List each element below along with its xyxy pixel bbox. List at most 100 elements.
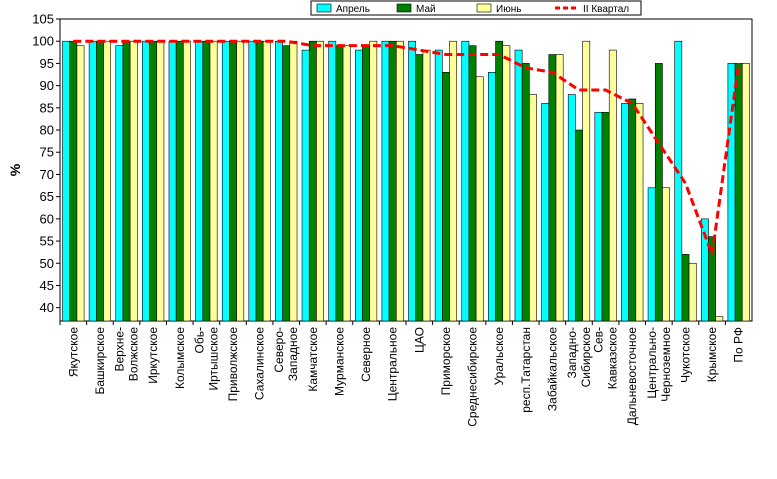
y-tick-label: 65 <box>40 189 54 204</box>
x-tick-label: Мурманское <box>332 327 346 396</box>
bar-Июнь-Башкирское <box>103 40 112 322</box>
line-II Квартал <box>73 39 741 255</box>
y-tick-label: 90 <box>40 78 54 93</box>
y-tick-label: 100 <box>32 34 54 49</box>
x-tick-label: Среднесибирское <box>466 327 480 427</box>
bar-Апрель-Башкирское <box>88 40 97 322</box>
bar-Май-Башкирское <box>96 40 104 322</box>
bar-Июнь-Обь-Иртышское <box>209 40 218 322</box>
bar-Май-Северное <box>362 45 370 322</box>
bar-Май-Центрально-Черноземное <box>654 63 663 322</box>
bar-Июнь-Крымское <box>715 316 724 322</box>
quarter-line-layer <box>73 39 741 255</box>
bar-Май-респ.Татарстан <box>521 63 530 322</box>
bar-Июнь-Колымское <box>183 40 191 322</box>
bar-Июнь-Чукотское <box>688 262 697 322</box>
legend-swatch-Июнь <box>476 3 492 13</box>
x-tick-label: Уральское <box>492 327 506 386</box>
y-tick-label: 55 <box>40 234 54 249</box>
y-tick-label: 85 <box>40 100 54 115</box>
bar-Июнь-Среднесибирское <box>475 76 484 322</box>
x-tick-label: Северо- <box>272 327 286 373</box>
bar-Май-Крымское <box>708 236 716 322</box>
bar-Июнь-Центральное <box>395 40 404 322</box>
bar-Апрель-Мурманское <box>328 40 337 322</box>
legend-label-Май: Май <box>416 4 436 15</box>
y-axis: 40 45 50 55 60 65 70 75 80 85 90 95 100 105 <box>32 12 60 315</box>
bar-Май-Мурманское <box>335 45 344 322</box>
bar-Июнь-Забайкальское <box>555 54 564 322</box>
bar-Апрель-Северное <box>354 49 363 322</box>
y-tick-label: 60 <box>40 211 54 226</box>
bar-Май-Уральское <box>495 40 504 322</box>
y-tick-label: 95 <box>40 56 54 71</box>
x-tick-label: Камчатское <box>306 327 320 392</box>
x-tick-label: Приморское <box>439 327 453 396</box>
x-tick-label: ЦАО <box>412 327 426 353</box>
bar-Май-Верхне-Волжское <box>122 40 131 322</box>
bar-Май-Забайкальское <box>548 54 557 322</box>
x-tick-label: Крымское <box>705 327 719 383</box>
bar-Апрель-Обь-Иртышское <box>195 40 204 322</box>
legend-label-Апрель: Апрель <box>336 4 370 15</box>
bar-Апрель-Приморское <box>434 49 443 322</box>
bar-Июнь-Иркутское <box>156 40 165 322</box>
legend-swatch-Апрель <box>316 3 332 13</box>
bar-Июнь-Приволжское <box>236 40 245 322</box>
bar-Апрель-Верхне-Волжское <box>115 45 124 322</box>
bar-Июнь-Якутское <box>76 45 85 322</box>
bar-Июнь-Северное <box>369 40 378 322</box>
x-tick-label: Иртышское <box>206 327 220 391</box>
bar-Май-Западно-Сибирское <box>575 129 583 322</box>
bar-Апрель-Западно-Сибирское <box>567 94 576 322</box>
bar-Май-Сев-Кавказское <box>601 111 610 322</box>
bar-Май-Центральное <box>388 40 397 322</box>
x-tick-label: Западно- <box>565 327 579 378</box>
y-tick-label: 70 <box>40 167 54 182</box>
x-tick-label: Сахалинское <box>253 327 267 400</box>
x-tick-label: Забайкальское <box>545 327 559 411</box>
bar-Май-Северо-Западное <box>282 45 291 322</box>
bar-Май-ЦАО <box>415 54 424 322</box>
bars-layer <box>62 40 750 322</box>
bar-Май-Приморское <box>442 71 450 322</box>
bar-Апрель-Северо-Западное <box>275 40 283 322</box>
bar-Июнь-Камчатское <box>316 40 324 322</box>
y-tick-label: 75 <box>40 145 54 160</box>
bar-Июнь-Сев-Кавказское <box>608 49 617 322</box>
bar-Июнь-Северо-Западное <box>289 40 298 322</box>
y-axis-label: % <box>7 163 23 176</box>
bar-Май-Дальневосточное <box>628 98 637 322</box>
x-tick-label: Сев- <box>592 327 606 353</box>
x-tick-label: Черноземное <box>659 327 673 402</box>
x-tick-label: Иркутское <box>146 327 160 384</box>
bar-Июнь-Западно-Сибирское <box>582 40 591 322</box>
bar-Июнь-По РФ <box>741 63 750 322</box>
bar-Июнь-Сахалинское <box>262 40 271 322</box>
bar-Апрель-По РФ <box>727 63 736 322</box>
bar-Апрель-Центральное <box>381 40 390 322</box>
x-tick-label: Дальневосточное <box>625 327 639 426</box>
bar-Апрель-Дальневосточное <box>621 103 629 322</box>
bar-Май-Приволжское <box>229 40 237 322</box>
x-tick-label: По РФ <box>732 327 746 363</box>
bar-Июнь-Мурманское <box>342 45 351 322</box>
bar-Май-Обь-Иртышское <box>202 40 211 322</box>
y-tick-label: 50 <box>40 256 54 271</box>
x-tick-label: Обь- <box>192 327 206 353</box>
bar-Май-Камчатское <box>308 40 317 322</box>
x-tick-label: Верхне- <box>113 327 127 372</box>
bar-Июнь-Верхне-Волжское <box>129 40 138 322</box>
bar-Июнь-ЦАО <box>422 49 431 322</box>
bar-Апрель-Центрально-Черноземное <box>647 187 656 322</box>
bar-Июнь-респ.Татарстан <box>529 94 537 322</box>
bar-Апрель-Забайкальское <box>541 103 550 322</box>
x-tick-label: Колымское <box>173 327 187 389</box>
x-tick-label: Центральное <box>386 327 400 402</box>
bar-Июнь-Приморское <box>449 40 458 322</box>
y-tick-label: 40 <box>40 300 54 315</box>
bar-Май-Чукотское <box>681 254 690 322</box>
legend-swatch-Май <box>396 3 412 13</box>
x-tick-label: Волжское <box>127 327 141 382</box>
bar-Май-Якутское <box>69 40 78 322</box>
